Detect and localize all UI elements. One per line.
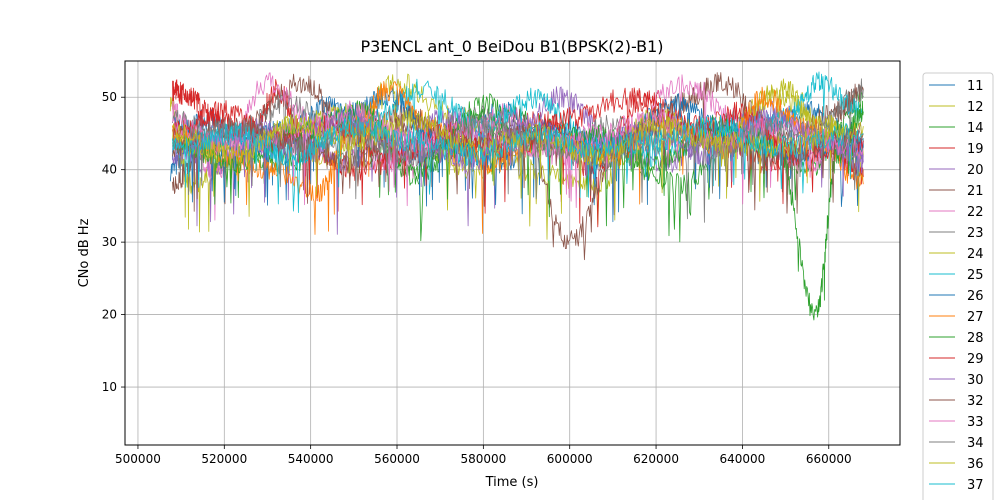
y-tick-label: 20 (102, 308, 117, 322)
legend-box (922, 72, 994, 500)
legend: 11 12 14 19 20 21 22 23 24 25 26 27 28 29 30 32 33 34 36 37… (922, 72, 994, 500)
series-layer (169, 71, 864, 321)
legend-label: 27 (967, 310, 984, 325)
legend-label: 20 (967, 163, 984, 178)
legend-label: 37 (967, 478, 984, 493)
x-tick-label: 560000 (374, 452, 420, 466)
legend-label: 12 (967, 100, 984, 115)
legend-label: 11 (967, 79, 984, 94)
legend-label: 21 (967, 184, 984, 199)
x-tick-label: 540000 (288, 452, 334, 466)
x-tick-label: 660000 (806, 452, 852, 466)
x-tick-label: 600000 (547, 452, 593, 466)
x-tick-label: 620000 (633, 452, 679, 466)
legend-label: 28 (967, 331, 984, 346)
legend-label: 23 (967, 226, 984, 241)
legend-label: 25 (967, 268, 984, 283)
y-tick-label: 30 (102, 235, 117, 249)
y-axis-label: CNo dB Hz (77, 218, 92, 287)
legend-label: 14 (967, 121, 984, 136)
x-axis-label: Time (s) (485, 475, 539, 490)
legend-label: 26 (967, 289, 984, 304)
legend-label: 30 (967, 373, 984, 388)
legend-label: 24 (967, 247, 984, 262)
series-line-33 (172, 100, 864, 207)
chart-title: P3ENCL ant_0 BeiDou B1(BPSK(2)-B1) (360, 37, 663, 57)
x-tick-label: 640000 (720, 452, 766, 466)
legend-label: 22 (967, 205, 984, 220)
x-ticks: 500000 520000 540000 560000 580000 600000 6200… (115, 445, 852, 466)
series-line-37 (172, 114, 864, 213)
x-tick-label: 500000 (115, 452, 161, 466)
legend-label: 36 (967, 457, 984, 472)
legend-label: 34 (967, 436, 984, 451)
x-tick-label: 580000 (460, 452, 506, 466)
series-line-34 (172, 115, 864, 223)
y-tick-label: 10 (102, 380, 117, 394)
legend-label: 29 (967, 352, 984, 367)
legend-label: 32 (967, 394, 984, 409)
y-ticks: 10 20 30 40 50 (102, 90, 125, 394)
x-tick-label: 520000 (201, 452, 247, 466)
legend-label: 33 (967, 415, 984, 430)
y-tick-label: 40 (102, 163, 117, 177)
y-tick-label: 50 (102, 90, 117, 104)
legend-label: 19 (967, 142, 984, 157)
plot-frame (124, 60, 901, 446)
